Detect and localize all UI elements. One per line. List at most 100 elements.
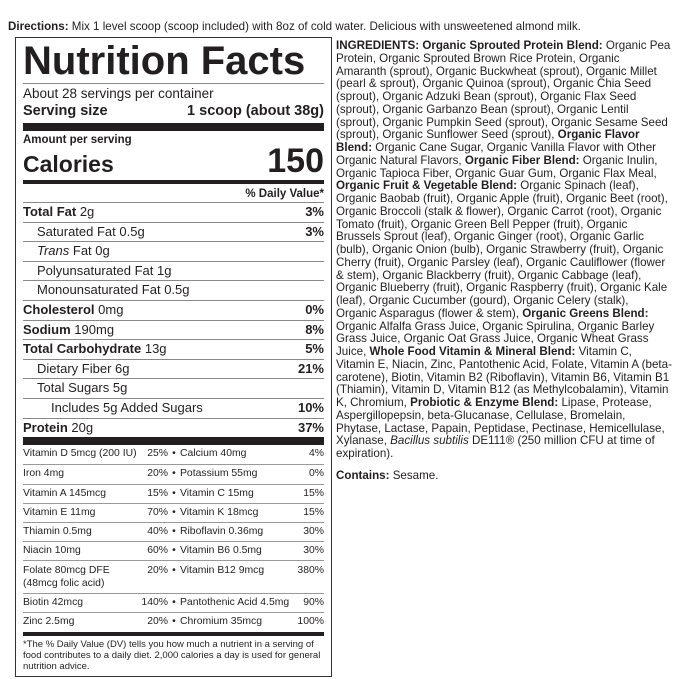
- ingredient-text: Bacillus subtilis: [390, 434, 469, 448]
- vitamin-row: Vitamin A 145mcg 15% • Vitamin C 15mg 15%: [23, 483, 324, 503]
- vitamin-dv: 20%: [147, 616, 168, 628]
- bullet: •: [172, 597, 176, 609]
- nutrient-amount: 190mg: [74, 321, 115, 337]
- vitamin-dv: 15%: [303, 487, 324, 499]
- nutrient-row: Monounsaturated Fat 0.5g: [23, 280, 324, 300]
- bullet: •: [172, 525, 176, 537]
- bullet: •: [172, 468, 176, 480]
- vitamin-row: Thiamin 0.5mg 40% • Riboflavin 0.36mg 30%: [23, 521, 324, 541]
- nutrient-name-group: Protein 20g: [23, 419, 93, 438]
- nutrient-name: Protein: [23, 419, 68, 435]
- bullet: •: [172, 616, 176, 628]
- nutrient-rows: Total Fat 2g 3% Saturated Fat 0.5g 3% Trans …: [23, 202, 324, 437]
- vitamin-name: Folate 80mcg DFE (48mcg folic acid): [23, 565, 110, 590]
- nutrient-row: Sodium 190mg 8%: [23, 319, 324, 340]
- nutrient-name-group: Includes 5g Added Sugars: [23, 399, 203, 418]
- vitamin-dv: 0%: [308, 468, 324, 480]
- vitamin-dv: 15%: [303, 506, 324, 518]
- vitamin-dv: 380%: [297, 565, 324, 577]
- nutrient-row: Polyunsaturated Fat 1g: [23, 260, 324, 281]
- contains: Contains: Sesame.: [336, 469, 672, 482]
- vitamin-row: Biotin 42mcg 140% • Pantothenic Acid 4.5mg 9…: [23, 593, 324, 612]
- nutrient-daily-value: 37%: [297, 419, 324, 435]
- ingredient-blend-heading: Probiotic & Enzyme Blend:: [410, 396, 559, 409]
- nutrient-name-group: Dietary Fiber 6g: [23, 360, 130, 379]
- nutrient-name-group: Monounsaturated Fat 0.5g: [23, 281, 190, 300]
- nutrient-daily-value: 10%: [297, 399, 324, 415]
- vitamin-name: Zinc 2.5mg: [23, 616, 75, 628]
- bullet: •: [172, 545, 176, 557]
- ingredients-column: INGREDIENTS: Organic Sprouted Protein Bl…: [336, 39, 672, 482]
- vitamin-name: Chromium 35mcg: [180, 616, 262, 628]
- vitamin-name: Vitamin E 11mg: [23, 506, 96, 518]
- nutrient-row: Saturated Fat 0.5g 3%: [23, 221, 324, 242]
- nutrient-row: Protein 20g 37%: [23, 417, 324, 438]
- nutrient-amount: 13g: [144, 341, 167, 357]
- nutrient-amount: 0.5g: [164, 282, 190, 298]
- nutrient-name: Polyunsaturated Fat: [37, 262, 154, 278]
- nutrient-name-group: Total Sugars 5g: [23, 379, 127, 398]
- bullet: •: [172, 448, 176, 460]
- nutrient-daily-value: 5%: [305, 341, 324, 357]
- nutrient-daily-value: 3%: [305, 204, 324, 219]
- ingredient-text: DE111® (250 million CFU at time of expir…: [336, 434, 655, 460]
- bullet: •: [172, 565, 176, 577]
- contains-label: Contains:: [336, 468, 390, 482]
- ingredient-text: Organic Spinach (leaf), Organic Baobab (…: [336, 179, 668, 320]
- thick-divider: [23, 437, 324, 446]
- ingredient-text: Lipase, Protease, Aspergillopepsin, beta…: [336, 396, 665, 448]
- vitamin-dv: 25%: [147, 448, 168, 460]
- ingredient-text: Organic Cane Sugar, Organic Vanilla Flav…: [336, 141, 657, 167]
- nutrient-name-group: Trans Fat 0g: [23, 242, 110, 261]
- medium-divider: [23, 631, 324, 636]
- nutrition-facts-title: Nutrition Facts: [23, 39, 306, 83]
- nutrient-amount: 0g: [95, 243, 110, 259]
- vitamin-name: Thiamin 0.5mg: [23, 525, 92, 537]
- vitamin-row: Folate 80mcg DFE (48mcg folic acid) 20% • V…: [23, 560, 324, 593]
- vitamin-name: Vitamin C 15mg: [180, 487, 254, 499]
- nutrient-name: Includes 5g Added Sugars: [51, 399, 203, 415]
- vitamin-dv: 90%: [303, 597, 324, 609]
- serving-size-value: 1 scoop (about 38g): [187, 103, 324, 119]
- nutrient-name: Total Carbohydrate: [23, 341, 142, 357]
- calories-row: Calories 150: [23, 144, 324, 178]
- vitamin-dv: 100%: [297, 616, 324, 628]
- nutrient-row: Total Fat 2g 3%: [23, 202, 324, 222]
- ingredient-blend-heading: Organic Flavor Blend:: [336, 128, 640, 154]
- vitamin-name: Iron 4mg: [23, 468, 65, 480]
- ingredient-blend-heading: Organic Fruit & Vegetable Blend:: [336, 179, 518, 193]
- vitamin-name: Vitamin D 5mcg (200 IU): [23, 448, 137, 460]
- vitamin-dv: 15%: [147, 487, 168, 499]
- vitamin-name: Vitamin K 18mcg: [180, 506, 259, 518]
- vitamin-row: Vitamin D 5mcg (200 IU) 25% • Calcium 40mg 4…: [23, 445, 324, 464]
- ingredient-text: Organic Alfalfa Grass Juice, Organic Spi…: [336, 319, 655, 358]
- medium-divider: [23, 180, 324, 184]
- nutrient-name: Sodium: [23, 321, 71, 337]
- vitamin-row: Niacin 10mg 60% • Vitamin B6 0.5mg 30%: [23, 541, 324, 560]
- vitamin-dv: 40%: [147, 525, 168, 537]
- vitamin-name: Vitamin A 145mcg: [23, 487, 106, 499]
- calories-label: Calories: [23, 151, 114, 177]
- ingredient-blend-heading: Organic Fiber Blend:: [464, 153, 580, 167]
- vitamin-dv: 30%: [303, 545, 324, 557]
- nutrient-amount: 20g: [71, 419, 94, 435]
- nutrient-amount: 2g: [79, 204, 95, 219]
- vitamin-name: Vitamin B6 0.5mg: [180, 545, 262, 557]
- daily-value-header: % Daily Value*: [245, 188, 324, 200]
- vitamin-dv: 30%: [303, 525, 324, 537]
- ingredient-blend-heading: Whole Food Vitamin & Mineral Blend:: [369, 345, 576, 358]
- ingredient-blend-heading: Organic Greens Blend:: [522, 306, 649, 320]
- nutrient-amount: 0mg: [98, 301, 124, 317]
- nutrient-amount: 0.5g: [119, 223, 145, 239]
- serving-size-label: Serving size: [23, 103, 108, 119]
- nutrient-name-group: Total Fat 2g: [23, 203, 94, 222]
- nutrient-name: Saturated Fat: [37, 223, 116, 239]
- vitamin-dv: 20%: [147, 565, 168, 577]
- vitamin-row: Iron 4mg 20% • Potassium 55mg 0%: [23, 464, 324, 483]
- nutrient-row: Includes 5g Added Sugars 10%: [23, 397, 324, 418]
- nutrient-amount: 5g: [112, 380, 128, 396]
- vitamin-name: Pantothenic Acid 4.5mg: [180, 597, 290, 609]
- footnote: *The % Daily Value (DV) tells you how mu…: [23, 638, 321, 672]
- nutrient-name-group: Sodium 190mg: [23, 321, 114, 340]
- nutrient-row: Trans Fat 0g: [23, 241, 324, 261]
